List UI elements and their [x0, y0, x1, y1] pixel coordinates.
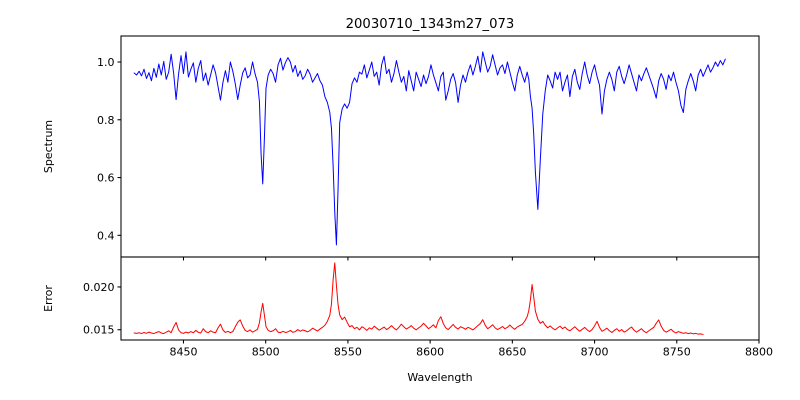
panels-group: 0.4 0.6 0.8 1.0 Spectrum 8450 8500 8550 8600 8650…	[42, 35, 773, 359]
x-axis-label: Wavelength	[407, 371, 472, 384]
error-panel-xtick-label: 8600	[416, 346, 444, 359]
error-panel-xtick-label: 8500	[252, 346, 280, 359]
error-panel-xtick-label: 8650	[498, 346, 526, 359]
error-panel: 8450 8500 8550 8600 8650 8700 8750 8800 0.015 0.0…	[42, 256, 773, 359]
spectrum-panel-ytick-label: 1.0	[97, 56, 115, 69]
error-panel-dataline	[133, 262, 704, 335]
spectrum-panel-ytick-label: 0.6	[97, 172, 115, 185]
error-panel-xtick-label: 8700	[581, 346, 609, 359]
error-panel-xtick-label: 8800	[745, 346, 773, 359]
error-panel-frame	[120, 256, 760, 341]
spectrum-panel-ytick-label: 0.4	[97, 229, 115, 242]
error-panel-xtick-label: 8450	[169, 346, 197, 359]
spectrum-panel-dataline	[133, 51, 726, 246]
error-panel-xtick-label: 8550	[334, 346, 362, 359]
error-panel-y-axis-label: Error	[42, 285, 55, 312]
page-title: 20030710_1343m27_073	[346, 17, 515, 32]
error-panel-ytick-label: 0.020	[83, 281, 115, 294]
error-panel-xtick-label: 8750	[663, 346, 691, 359]
spectrum-panel-ytick-label: 0.8	[97, 114, 115, 127]
spectrum-panel-y-axis-label: Spectrum	[42, 120, 55, 173]
error-panel-ytick-label: 0.015	[83, 324, 115, 337]
